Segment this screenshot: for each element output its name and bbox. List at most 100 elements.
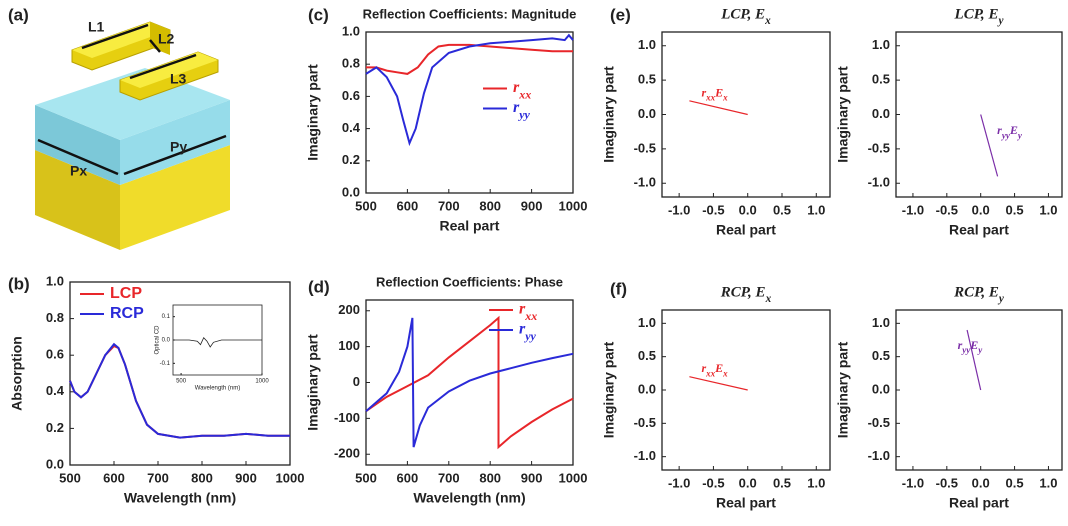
series-line: [173, 336, 262, 348]
y-tick-label: 0.0: [162, 338, 171, 344]
plot-frame: [895, 309, 1063, 471]
y-tick-label: -1.0: [634, 175, 656, 190]
chart: -1.0 -0.5 0.0 0.5 1.0 -1.0 -0.5 0.0 0.5 1.0 Real p…: [601, 279, 831, 511]
x-tick-label: 1000: [559, 198, 588, 213]
y-tick-label: 0.5: [872, 348, 890, 363]
x-axis-label: Wavelength (nm): [413, 490, 525, 506]
x-tick-label: 1.0: [807, 202, 825, 217]
y-tick-label: 0.5: [872, 72, 890, 87]
chart-title: Reflection Coefficients: Magnitude: [363, 6, 577, 21]
y-tick-label: 0.6: [342, 88, 360, 103]
x-tick-label: 800: [479, 198, 501, 213]
y-tick-label: -0.5: [634, 140, 656, 155]
x-tick-label: 800: [479, 470, 501, 485]
chart-title: RCP, Ex: [720, 284, 772, 304]
chart-title: RCP, Ey: [953, 284, 1005, 304]
y-tick-label: 0.0: [872, 381, 890, 396]
x-tick-label: 0.5: [773, 202, 791, 217]
y-tick-label: 0.6: [46, 347, 64, 362]
dim-label: L2: [158, 31, 175, 47]
x-tick-label: 600: [397, 470, 419, 485]
x-tick-label: 0.0: [739, 202, 757, 217]
dim-label: L3: [170, 71, 187, 87]
chart: -1.0 -0.5 0.0 0.5 1.0 -1.0 -0.5 0.0 0.5 1.0 Real p…: [835, 284, 1063, 511]
y-tick-label: -1.0: [634, 448, 656, 463]
series-line: [689, 376, 748, 391]
bar-l3-top: [120, 52, 218, 88]
y-tick-label: 0.0: [638, 381, 656, 396]
illustration: (a) L1 L2 L3 Px Py: [8, 5, 230, 250]
series-line: [366, 43, 573, 75]
x-tick-label: 900: [521, 198, 543, 213]
legend-label: RCP: [110, 305, 144, 322]
chart-title: LCP, Ex: [720, 6, 771, 26]
y-axis-label: Imaginary part: [835, 341, 851, 438]
y-tick-label: 0.4: [46, 383, 65, 398]
x-axis-label: Wavelength (nm): [124, 490, 236, 506]
x-tick-label: 700: [438, 198, 460, 213]
x-tick-label: 500: [355, 470, 377, 485]
y-axis-label: Imaginary part: [305, 334, 321, 431]
x-axis-label: Real part: [949, 495, 1009, 511]
y-tick-label: 0.4: [342, 120, 361, 135]
x-tick-label: 0.0: [972, 475, 990, 490]
x-tick-label: -0.5: [936, 475, 958, 490]
spacer-top: [35, 68, 230, 140]
x-tick-label: -0.5: [936, 202, 958, 217]
x-axis-label: Real part: [440, 218, 500, 234]
y-tick-label: -0.1: [160, 361, 171, 367]
y-tick-label: 0: [353, 374, 360, 389]
y-tick-label: 1.0: [638, 315, 656, 330]
panel-label: (c): [308, 5, 329, 24]
x-tick-label: -1.0: [902, 475, 924, 490]
substrate-right: [120, 145, 230, 250]
x-tick-label: 600: [397, 198, 419, 213]
spacer-right: [120, 100, 230, 185]
series-line: [365, 317, 574, 448]
y-tick-label: 1.0: [872, 315, 890, 330]
x-tick-label: 0.0: [972, 202, 990, 217]
plot-frame: [365, 299, 574, 466]
x-tick-label: 700: [147, 470, 169, 485]
x-tick-label: 500: [355, 198, 377, 213]
x-tick-label: 0.5: [1006, 475, 1024, 490]
y-tick-label: 1.0: [46, 273, 64, 288]
y-tick-label: 0.2: [342, 152, 360, 167]
x-tick-label: 1.0: [1039, 475, 1057, 490]
x-axis-label: Wavelength (nm): [195, 386, 240, 392]
chart-title: Reflection Coefficients: Phase: [376, 274, 563, 289]
chart: -1.0 -0.5 0.0 0.5 1.0 -1.0 -0.5 0.0 0.5 1.0 Real p…: [601, 5, 831, 238]
x-tick-label: 0.0: [739, 475, 757, 490]
y-tick-label: -100: [334, 410, 360, 425]
panel-label: (e): [610, 5, 631, 24]
x-tick-label: -1.0: [668, 475, 690, 490]
x-tick-label: 500: [59, 470, 81, 485]
series-line: [365, 315, 574, 450]
y-tick-label: 100: [338, 338, 360, 353]
x-tick-label: 1.0: [1039, 202, 1057, 217]
y-tick-label: -0.5: [868, 140, 890, 155]
arrow-l1: [81, 23, 149, 50]
panel-label: (b): [8, 274, 30, 293]
y-tick-label: 0.5: [638, 348, 656, 363]
y-tick-label: -0.5: [868, 415, 890, 430]
y-tick-label: 200: [338, 302, 360, 317]
y-axis-label: Imaginary part: [601, 66, 617, 163]
chart: 500 600 700 800 900 1000 0.0 0.2 0.4 0.6 0.8 1.0 Rea…: [305, 5, 588, 233]
y-tick-label: 0.0: [342, 184, 360, 199]
y-tick-label: 1.0: [638, 37, 656, 52]
plot-frame: [365, 31, 574, 194]
y-tick-label: 0.8: [342, 56, 360, 71]
x-axis-label: Real part: [716, 222, 776, 238]
chart: 500 1000 -0.1 0.0 0.1 Wavelength (nm) Optical …: [155, 304, 269, 392]
x-tick-label: 600: [103, 470, 125, 485]
y-tick-label: -200: [334, 446, 360, 461]
panel-label: (d): [308, 277, 330, 296]
x-tick-label: 1000: [276, 470, 305, 485]
plot-frame: [895, 31, 1063, 198]
x-tick-label: 800: [191, 470, 213, 485]
arrow-py: [123, 134, 227, 176]
y-tick-label: -1.0: [868, 448, 890, 463]
series-line: [365, 33, 574, 147]
chart-title: LCP, Ey: [954, 6, 1005, 26]
